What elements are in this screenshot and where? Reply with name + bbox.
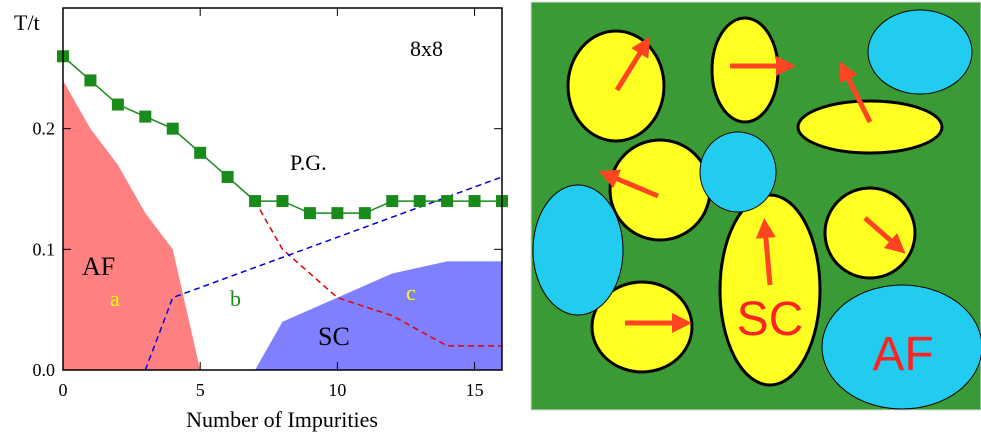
region bbox=[63, 80, 200, 370]
phase-diagram: T/t Number of Impurities 0 5 10 15 0.0 0.1 0.2… bbox=[14, 8, 508, 432]
marker bbox=[222, 171, 234, 183]
region bbox=[255, 261, 502, 370]
grain bbox=[720, 195, 820, 385]
y-tick-label: 0.0 bbox=[33, 360, 56, 380]
x-tick-label: 10 bbox=[328, 380, 346, 400]
marker bbox=[469, 195, 481, 207]
marker bbox=[277, 195, 289, 207]
figure: SC AF T/t Number of Impurities 0 5 10 15 0.0… bbox=[0, 0, 981, 439]
marker bbox=[441, 195, 453, 207]
areas bbox=[63, 80, 502, 370]
y-tick-label: 0.2 bbox=[33, 119, 56, 139]
x-tick-label: 0 bbox=[59, 380, 68, 400]
af-region bbox=[700, 132, 776, 212]
marker bbox=[331, 207, 343, 219]
af-region bbox=[868, 10, 972, 94]
marker bbox=[84, 74, 96, 86]
marker bbox=[249, 195, 261, 207]
grain bbox=[798, 101, 942, 153]
annotation: b bbox=[230, 286, 241, 311]
x-axis-label: Number of Impurities bbox=[186, 407, 378, 432]
grain bbox=[712, 18, 778, 122]
schematic: SC AF bbox=[531, 2, 981, 410]
marker bbox=[359, 207, 371, 219]
marker bbox=[386, 195, 398, 207]
marker bbox=[304, 207, 316, 219]
annotation: c bbox=[406, 280, 416, 305]
y-axis-label: T/t bbox=[14, 10, 40, 35]
af-label: AF bbox=[872, 328, 933, 381]
y-tick-label: 0.1 bbox=[33, 239, 56, 259]
marker bbox=[167, 123, 179, 135]
annotation: P.G. bbox=[290, 150, 327, 175]
marker bbox=[194, 147, 206, 159]
page: {"chart_data": {"type": "line", "ylabel"… bbox=[0, 0, 981, 439]
grain bbox=[825, 188, 915, 278]
x-tick-label: 5 bbox=[196, 380, 205, 400]
annotation: a bbox=[110, 286, 120, 311]
marker bbox=[414, 195, 426, 207]
sc-label: SC bbox=[737, 293, 804, 346]
marker bbox=[112, 99, 124, 111]
annotation: 8x8 bbox=[410, 36, 443, 61]
af-region bbox=[533, 185, 623, 315]
annotation: SC bbox=[318, 322, 350, 351]
annotation: AF bbox=[82, 252, 115, 281]
grain bbox=[610, 140, 710, 240]
x-tick-label: 15 bbox=[466, 380, 484, 400]
grain bbox=[568, 31, 664, 141]
marker bbox=[139, 111, 151, 123]
